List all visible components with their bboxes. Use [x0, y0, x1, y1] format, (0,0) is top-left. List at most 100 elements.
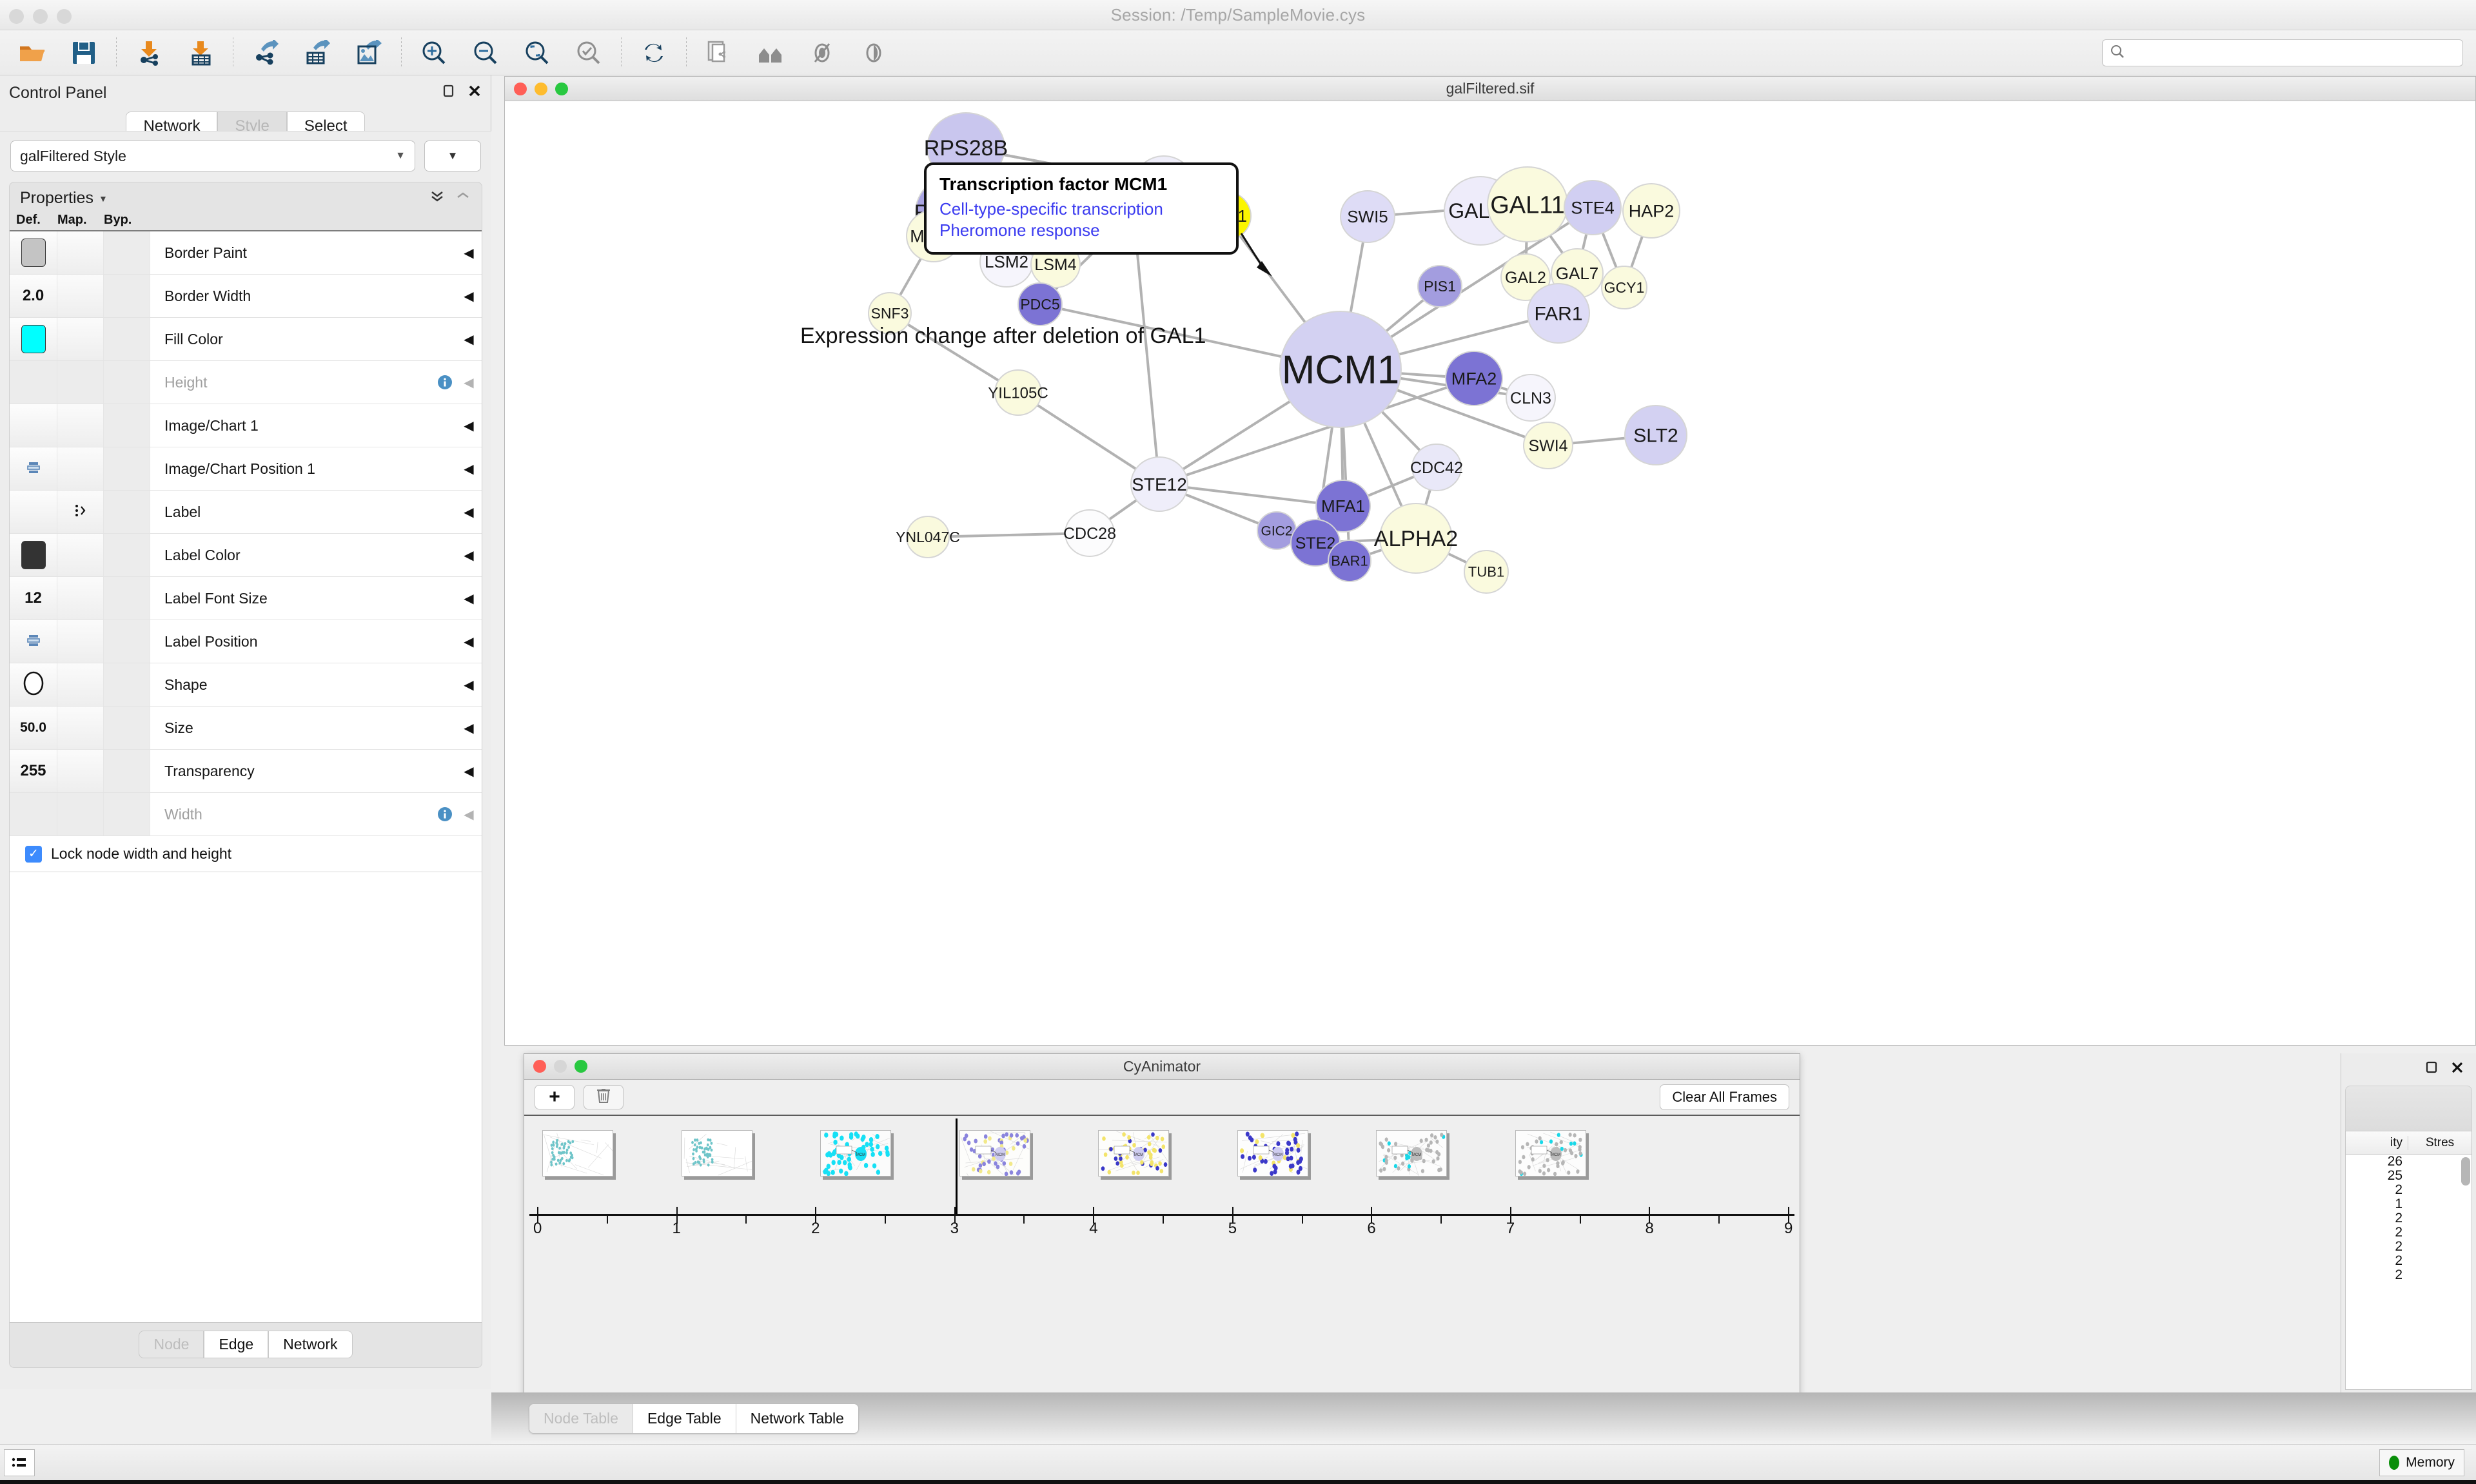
maximize-window-dot[interactable]	[57, 9, 72, 24]
expand-arrow-icon[interactable]: ◀	[464, 678, 474, 692]
network-edge[interactable]	[1132, 213, 1161, 485]
property-row-label[interactable]: Label ◀	[10, 491, 482, 534]
close-icon[interactable]	[467, 84, 482, 103]
network-node[interactable]: YNL047C	[896, 516, 960, 558]
tab-edge-table[interactable]: Edge Table	[633, 1403, 736, 1433]
table-row[interactable]: 2	[2346, 1182, 2471, 1197]
bypass-cell[interactable]	[104, 275, 150, 317]
expand-arrow-icon[interactable]: ◀	[464, 505, 474, 520]
default-value-cell[interactable]	[10, 620, 57, 663]
mapping-cell[interactable]	[57, 750, 104, 792]
bypass-cell[interactable]	[104, 707, 150, 749]
table-row[interactable]: 2	[2346, 1211, 2471, 1225]
network-node[interactable]: MCM1	[1279, 311, 1402, 428]
label-color-swatch[interactable]	[21, 541, 46, 569]
network-node[interactable]: SWI5	[1340, 190, 1395, 243]
lock-node-size-checkbox[interactable]: ✓	[25, 845, 42, 863]
chevrons-down-icon[interactable]	[429, 189, 446, 208]
bypass-cell[interactable]	[104, 750, 150, 792]
minimize-window-dot[interactable]	[33, 9, 48, 24]
network-node[interactable]: PIS1	[1417, 265, 1462, 308]
network-node[interactable]: MFA2	[1445, 351, 1503, 406]
expand-arrow-icon[interactable]: ◀	[464, 418, 474, 433]
default-value-cell[interactable]	[10, 447, 57, 490]
style-select[interactable]: galFiltered Style ▼	[10, 141, 415, 171]
network-node[interactable]: FAR1	[1527, 283, 1590, 344]
table-row[interactable]: 2	[2346, 1239, 2471, 1254]
default-value-cell[interactable]	[10, 318, 57, 360]
tab-node-table[interactable]: Node Table	[529, 1403, 633, 1433]
minimize-window-dot[interactable]	[554, 1060, 567, 1073]
tab-network-style[interactable]: Network	[268, 1331, 353, 1358]
close-window-dot[interactable]	[533, 1060, 546, 1073]
network-node[interactable]: BAR1	[1328, 540, 1371, 582]
bypass-cell[interactable]	[104, 318, 150, 360]
timeline-frames[interactable]: MCM MCM MCM MCM MCM MCM	[529, 1130, 1794, 1206]
mapping-cell[interactable]	[57, 275, 104, 317]
default-value-cell[interactable]: 255	[10, 750, 57, 792]
network-node[interactable]: CLN3	[1506, 374, 1556, 422]
network-node[interactable]: STE4	[1564, 180, 1622, 235]
property-row-label-font-size[interactable]: 12 Label Font Size ◀	[10, 577, 482, 620]
bypass-cell[interactable]	[104, 231, 150, 274]
bypass-cell[interactable]	[104, 404, 150, 447]
network-node[interactable]: MFA1	[1315, 480, 1371, 532]
timeline-frame[interactable]: MCM	[1515, 1130, 1586, 1176]
default-value-cell[interactable]	[10, 404, 57, 447]
network-edge[interactable]	[927, 532, 1090, 538]
list-icon[interactable]	[4, 1449, 35, 1476]
style-options-menu-button[interactable]: ▼	[424, 141, 481, 171]
bypass-cell[interactable]	[104, 663, 150, 706]
timeline-playhead[interactable]	[955, 1118, 958, 1215]
property-row-shape[interactable]: Shape ◀	[10, 663, 482, 707]
expand-arrow-icon[interactable]: ◀	[464, 548, 474, 563]
maximize-window-dot[interactable]	[555, 83, 568, 95]
network-edge[interactable]	[889, 312, 1019, 394]
network-node[interactable]: GAL2	[1500, 253, 1551, 301]
chevron-down-icon[interactable]: ▼	[98, 193, 108, 204]
mapping-cell[interactable]	[57, 663, 104, 706]
default-value-cell[interactable]: 12	[10, 577, 57, 620]
table-row[interactable]: 2	[2346, 1253, 2471, 1268]
info-icon[interactable]	[434, 361, 456, 404]
table-view[interactable]: ity Stres 26 25 2 1 2 2 2 2 2	[2345, 1131, 2472, 1390]
mapping-cell[interactable]	[57, 620, 104, 663]
vertical-scrollbar[interactable]	[2461, 1157, 2470, 1186]
fit-network-icon[interactable]	[563, 33, 614, 73]
timeline-frame[interactable]: MCM	[1376, 1130, 1448, 1176]
expand-arrow-icon[interactable]: ◀	[464, 634, 474, 649]
expand-arrow-icon[interactable]: ◀	[464, 721, 474, 736]
window-controls[interactable]	[9, 9, 72, 24]
refresh-icon[interactable]	[628, 33, 680, 73]
close-icon[interactable]	[2450, 1060, 2464, 1078]
save-icon[interactable]	[58, 33, 110, 73]
property-row-label-color[interactable]: Label Color ◀	[10, 534, 482, 577]
timeline-frame[interactable]: MCM	[959, 1130, 1030, 1176]
network-node[interactable]: SWI4	[1523, 422, 1573, 469]
clear-all-frames-button[interactable]: Clear All Frames	[1660, 1084, 1789, 1110]
delete-frame-button[interactable]	[584, 1085, 624, 1109]
info-icon[interactable]	[434, 793, 456, 835]
memory-status-button[interactable]: Memory	[2379, 1449, 2464, 1476]
column-header-stress[interactable]: Stres	[2408, 1135, 2471, 1150]
show-all-icon[interactable]	[848, 33, 899, 73]
fill-color-swatch[interactable]	[21, 325, 46, 353]
expand-arrow-icon[interactable]: ◀	[464, 332, 474, 347]
expand-arrow-icon[interactable]: ◀	[464, 764, 474, 779]
tab-node[interactable]: Node	[139, 1331, 204, 1358]
network-node[interactable]: CDC28	[1063, 509, 1116, 557]
property-row-label-position[interactable]: Label Position ◀	[10, 620, 482, 663]
export-image-icon[interactable]	[343, 33, 395, 73]
open-folder-icon[interactable]	[6, 33, 58, 73]
maximize-window-dot[interactable]	[575, 1060, 587, 1073]
bypass-cell[interactable]	[104, 620, 150, 663]
timeline-frame[interactable]: MCM	[1098, 1130, 1170, 1176]
default-value-cell[interactable]	[10, 534, 57, 576]
hide-selected-icon[interactable]	[796, 33, 848, 73]
network-node[interactable]: GAL11	[1487, 166, 1568, 242]
network-node[interactable]: ALPHA2	[1374, 503, 1458, 574]
zoom-out-icon[interactable]	[460, 33, 511, 73]
expand-arrow-icon[interactable]: ◀	[464, 462, 474, 476]
bypass-cell[interactable]	[104, 534, 150, 576]
